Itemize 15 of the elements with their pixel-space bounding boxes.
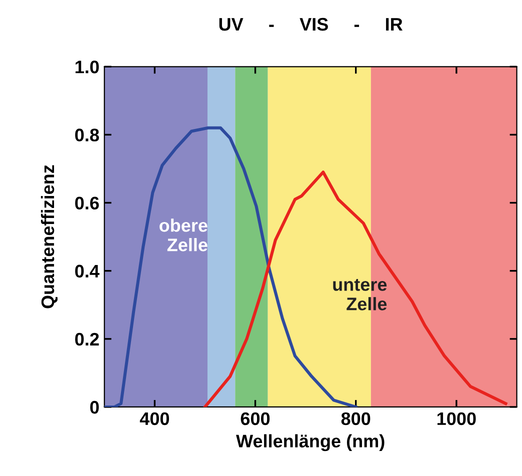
y-tick-label: 0 (90, 400, 99, 414)
y-tick-label: 1.0 (76, 60, 99, 74)
y-tick-label: 0.4 (75, 264, 100, 278)
series-label: obere Zelle (160, 218, 208, 252)
x-tick-label: 400 (140, 412, 170, 426)
x-axis-title: Wellenlänge (nm) (236, 434, 384, 452)
series-label: untere Zelle (333, 278, 387, 310)
y-axis-title: Quanteneffizienz (40, 165, 58, 308)
x-tick-label: 800 (341, 412, 370, 426)
x-tick-label: 600 (240, 412, 270, 426)
y-tick-label: 0.6 (75, 196, 99, 210)
y-tick-label: 0.2 (75, 332, 99, 346)
y-tick-label: 0.8 (75, 128, 99, 142)
chart-title: UV - VIS - IR (219, 18, 403, 31)
x-tick-label: 1000 (437, 412, 476, 426)
